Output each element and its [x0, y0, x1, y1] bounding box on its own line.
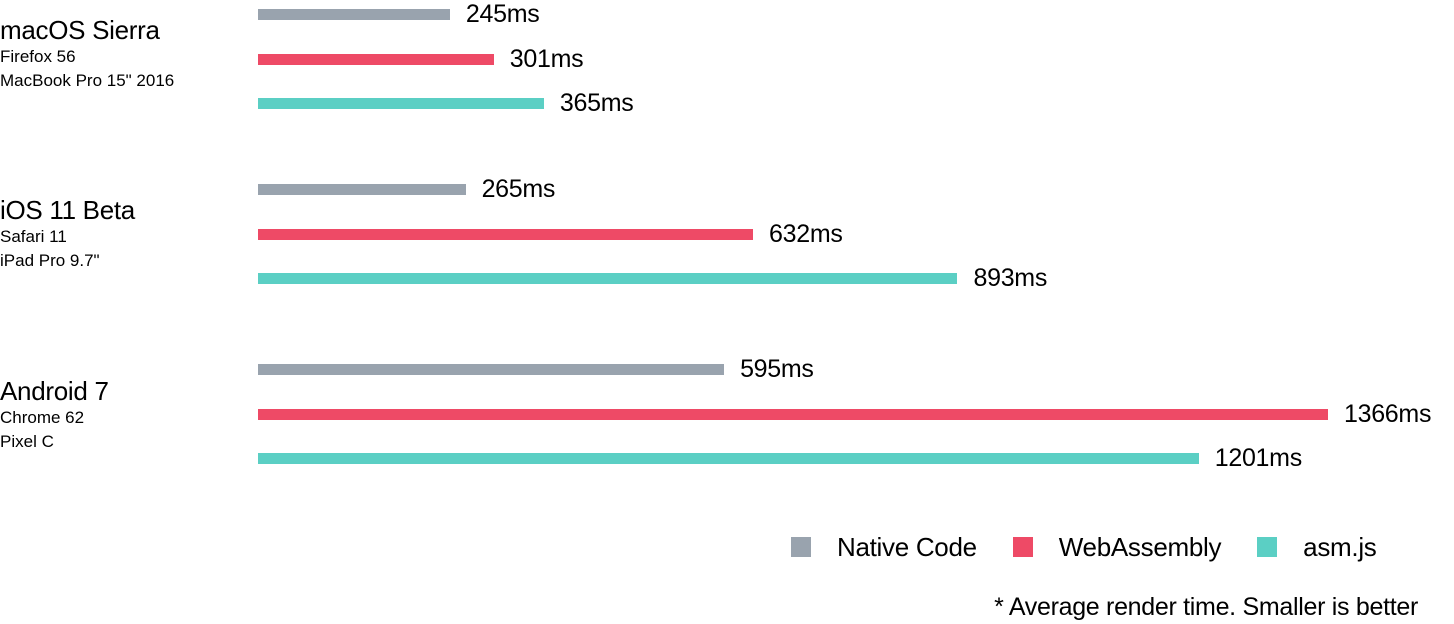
bar-value-label: 632ms	[769, 219, 843, 248]
group-label-ios: iOS 11 Beta Safari 11 iPad Pro 9.7"	[0, 195, 135, 273]
group-label-macos: macOS Sierra Firefox 56 MacBook Pro 15" …	[0, 15, 174, 93]
legend-label: WebAssembly	[1058, 532, 1222, 562]
legend-swatch-asmjs	[1257, 537, 1278, 557]
legend-label: asm.js	[1303, 532, 1377, 562]
bar-ios-native	[258, 184, 466, 195]
bar-value-label: 893ms	[973, 264, 1048, 292]
bar-value-label: 1201ms	[1214, 444, 1302, 472]
legend-item-webassembly: WebAssembly	[1012, 532, 1222, 562]
bar-android-webassembly	[258, 408, 1328, 420]
bar-android-native	[258, 364, 725, 375]
bar-value-label: 265ms	[481, 175, 556, 203]
platform-name: macOS Sierra	[0, 15, 160, 45]
bar-ios-asmjs	[258, 273, 958, 284]
bar-macos-asmjs	[258, 98, 544, 109]
legend-swatch-native	[791, 537, 811, 557]
bar-value-label: 245ms	[465, 0, 540, 28]
platform-name: Android 7	[0, 376, 109, 406]
footnote: * Average render time. Smaller is better	[994, 593, 1418, 621]
legend-item-native-code: Native Code	[791, 532, 977, 562]
group-label-android: Android 7 Chrome 62 Pixel C	[0, 376, 109, 454]
browser-name: Chrome 62	[0, 408, 85, 427]
bar-ios-webassembly	[258, 228, 754, 240]
device-name: Pixel C	[0, 432, 54, 451]
legend-label: Native Code	[837, 532, 977, 562]
browser-name: Firefox 56	[0, 47, 76, 66]
legend-swatch-wasm	[1012, 537, 1033, 557]
device-name: iPad Pro 9.7"	[0, 251, 100, 270]
legend-item-asmjs: asm.js	[1257, 532, 1377, 562]
bar-value-label: 595ms	[740, 355, 814, 383]
bar-value-label: 365ms	[559, 89, 634, 117]
bar-macos-native	[258, 9, 450, 20]
legend: Native Code WebAssembly asm.js	[791, 532, 1377, 562]
device-name: MacBook Pro 15" 2016	[0, 71, 175, 90]
bar-value-label: 1366ms	[1344, 399, 1432, 428]
bar-value-label: 301ms	[509, 44, 584, 73]
platform-name: iOS 11 Beta	[0, 195, 135, 225]
bar-android-asmjs	[258, 453, 1199, 464]
bar-macos-webassembly	[258, 53, 494, 65]
browser-name: Safari 11	[0, 227, 67, 246]
